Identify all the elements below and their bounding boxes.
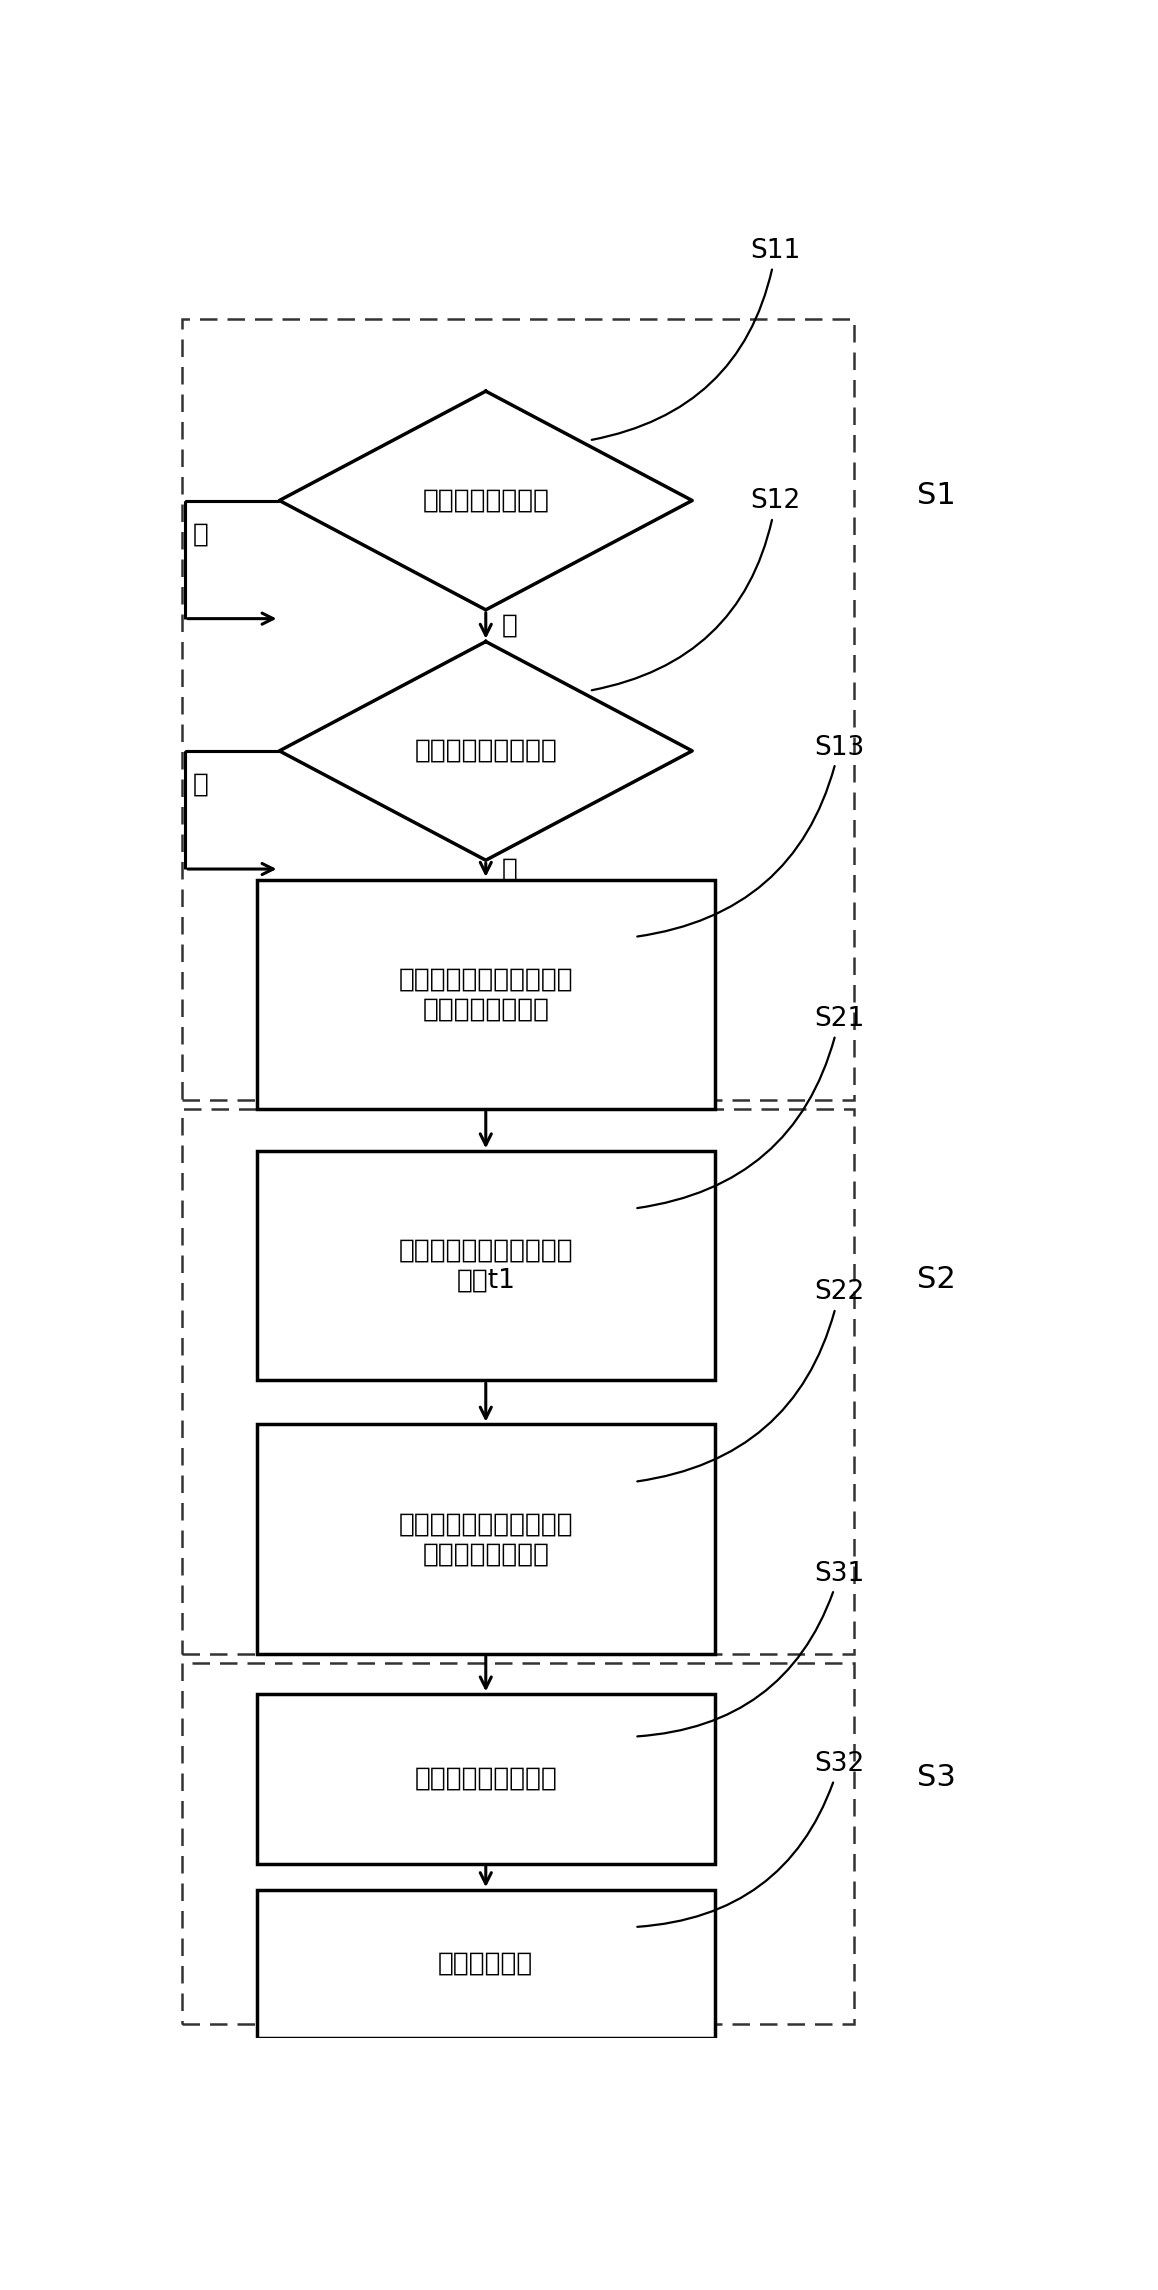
Text: S1: S1 [917,481,955,511]
Bar [257,1424,714,1653]
Text: 空调处于制冷模式: 空调处于制冷模式 [423,488,549,513]
Text: 控制压缩机停止运行: 控制压缩机停止运行 [415,1766,557,1791]
Text: S31: S31 [637,1562,864,1736]
Bar [257,879,714,1108]
Bar [183,1108,853,1653]
Text: 控制第二冷媒流路中的第
二电磁二通阀关闭: 控制第二冷媒流路中的第 二电磁二通阀关闭 [398,1511,573,1566]
Bar [183,1663,853,2024]
Text: S21: S21 [637,1005,864,1209]
Bar [183,318,853,1099]
Text: 控制空调停机: 控制空调停机 [438,1951,534,1976]
Text: S12: S12 [592,488,801,689]
Text: 否: 否 [192,772,208,797]
Text: S22: S22 [637,1280,864,1482]
Text: S2: S2 [917,1266,955,1294]
Text: 空调接收到停机指令: 空调接收到停机指令 [415,737,557,765]
Text: S13: S13 [637,735,864,937]
Text: 控制压缩机继续运行预设
时间t1: 控制压缩机继续运行预设 时间t1 [398,1239,573,1294]
Text: 是: 是 [501,856,518,884]
Bar [257,1695,714,1864]
Text: 控制第一冷媒流路中的第
一电磁二通阀关闭: 控制第一冷媒流路中的第 一电磁二通阀关闭 [398,966,573,1021]
Bar [257,1889,714,2038]
Text: S11: S11 [592,238,801,440]
Text: 否: 否 [192,522,208,547]
Text: 是: 是 [501,614,518,639]
Text: S32: S32 [637,1752,864,1926]
Text: S3: S3 [917,1763,955,1791]
Bar [257,1152,714,1381]
